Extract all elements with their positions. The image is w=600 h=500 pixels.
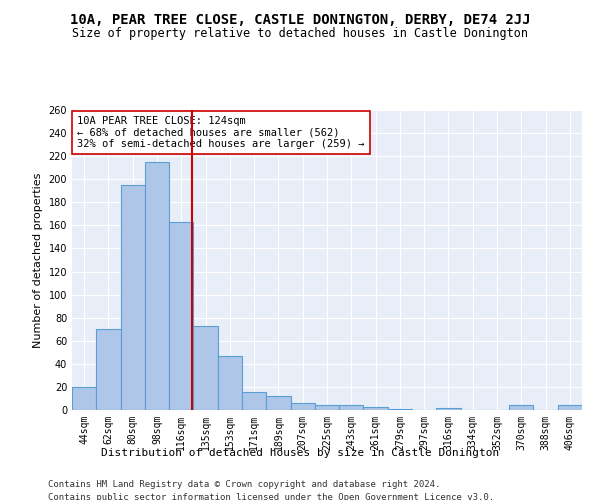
Bar — [339, 406, 364, 410]
Bar — [96, 329, 121, 410]
Text: Size of property relative to detached houses in Castle Donington: Size of property relative to detached ho… — [72, 28, 528, 40]
Text: Contains public sector information licensed under the Open Government Licence v3: Contains public sector information licen… — [48, 492, 494, 500]
Bar — [509, 406, 533, 410]
Bar — [169, 222, 193, 410]
Bar — [145, 162, 169, 410]
Bar — [72, 387, 96, 410]
Text: 10A PEAR TREE CLOSE: 124sqm
← 68% of detached houses are smaller (562)
32% of se: 10A PEAR TREE CLOSE: 124sqm ← 68% of det… — [77, 116, 365, 149]
Bar — [218, 356, 242, 410]
Bar — [193, 326, 218, 410]
Text: Distribution of detached houses by size in Castle Donington: Distribution of detached houses by size … — [101, 448, 499, 458]
Bar — [558, 406, 582, 410]
Text: Contains HM Land Registry data © Crown copyright and database right 2024.: Contains HM Land Registry data © Crown c… — [48, 480, 440, 489]
Bar — [388, 409, 412, 410]
Bar — [290, 403, 315, 410]
Bar — [315, 406, 339, 410]
Bar — [242, 392, 266, 410]
Y-axis label: Number of detached properties: Number of detached properties — [33, 172, 43, 348]
Bar — [364, 406, 388, 410]
Bar — [266, 396, 290, 410]
Bar — [121, 185, 145, 410]
Bar — [436, 408, 461, 410]
Text: 10A, PEAR TREE CLOSE, CASTLE DONINGTON, DERBY, DE74 2JJ: 10A, PEAR TREE CLOSE, CASTLE DONINGTON, … — [70, 12, 530, 26]
